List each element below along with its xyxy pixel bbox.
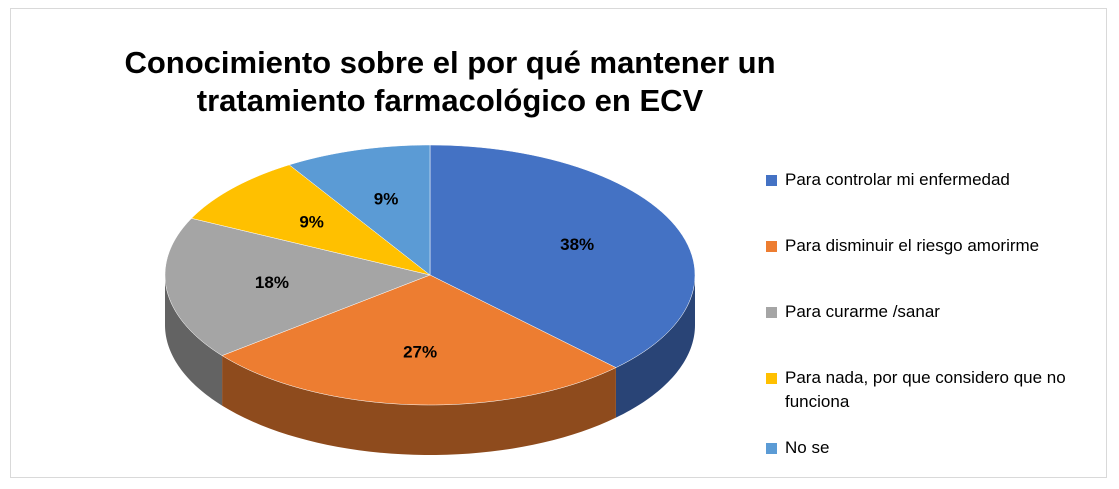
slice bbox=[288, 144, 431, 276]
legend-label: Para disminuir el riesgo amorirme bbox=[785, 236, 1040, 255]
slice-side bbox=[615, 275, 695, 418]
chart-frame bbox=[10, 8, 1107, 478]
slice-side bbox=[165, 275, 223, 406]
legend-item: Para disminuir el riesgo amorirme bbox=[766, 234, 1116, 258]
legend-label: Para controlar mi enfermedad bbox=[785, 170, 1010, 189]
slice bbox=[164, 218, 431, 356]
slice bbox=[429, 144, 696, 368]
slice bbox=[191, 164, 431, 276]
slice-side bbox=[222, 355, 616, 455]
legend-swatch bbox=[766, 443, 777, 454]
data-label: 38% bbox=[560, 235, 594, 254]
chart-title: Conocimiento sobre el por qué mantener u… bbox=[124, 45, 776, 118]
data-label: 9% bbox=[374, 190, 399, 209]
legend-swatch bbox=[766, 307, 777, 318]
data-label: 27% bbox=[403, 342, 437, 361]
legend-swatch bbox=[766, 175, 777, 186]
legend-item: Para nada, por que considero que no func… bbox=[766, 366, 1116, 414]
data-label: 18% bbox=[255, 273, 289, 292]
legend-label: Para curarme /sanar bbox=[785, 302, 940, 321]
legend-swatch bbox=[766, 373, 777, 384]
slice bbox=[221, 274, 617, 406]
legend-label: No se bbox=[785, 438, 830, 457]
legend-label: Para nada, por que considero que no func… bbox=[785, 368, 1066, 411]
legend-item: No se bbox=[766, 436, 1116, 460]
legend-item: Para controlar mi enfermedad bbox=[766, 168, 1116, 192]
legend-swatch bbox=[766, 241, 777, 252]
data-label: 9% bbox=[299, 212, 324, 231]
legend-item: Para curarme /sanar bbox=[766, 300, 1116, 324]
